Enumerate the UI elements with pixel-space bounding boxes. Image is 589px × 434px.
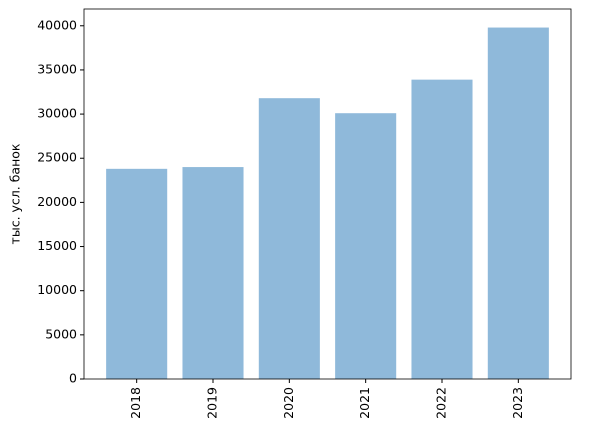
y-tick-label: 25000	[37, 150, 77, 165]
bar	[487, 27, 549, 379]
bar	[106, 168, 168, 379]
y-tick-label: 35000	[37, 61, 77, 76]
bar	[182, 167, 244, 379]
y-tick-label: 10000	[37, 282, 77, 297]
y-tick-label: 40000	[37, 17, 77, 32]
y-tick-label: 15000	[37, 238, 77, 253]
bar	[335, 113, 397, 380]
x-tick-label: 2019	[205, 387, 220, 419]
x-tick-label: 2022	[433, 387, 448, 419]
y-tick-label: 5000	[45, 326, 77, 341]
x-tick-label: 2021	[357, 387, 372, 419]
y-axis-label: тыс. усл. банок	[8, 143, 23, 244]
y-tick-label: 0	[69, 371, 77, 386]
plot-frame	[83, 8, 572, 380]
x-tick-label: 2020	[281, 387, 296, 419]
x-tick-label: 2018	[128, 387, 143, 419]
y-tick-label: 20000	[37, 194, 77, 209]
bar	[411, 79, 473, 379]
y-tick-label: 30000	[37, 106, 77, 121]
x-tick-label: 2023	[510, 387, 525, 419]
bar	[258, 98, 320, 380]
